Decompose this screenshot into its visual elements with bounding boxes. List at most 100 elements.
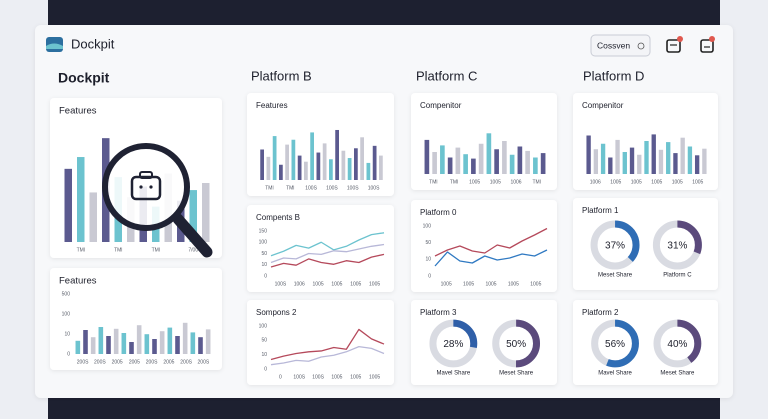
- x-tick-label: 200S: [146, 359, 158, 365]
- line-series: [270, 243, 385, 264]
- bar: [622, 152, 627, 174]
- x-tick-label: 1005: [331, 281, 342, 287]
- x-tick-label: TMl: [152, 247, 160, 253]
- briefcase-handle: [139, 171, 153, 179]
- bar: [615, 139, 620, 174]
- x-tick-label: 100S: [312, 374, 324, 380]
- card-title: Platform 0: [420, 208, 457, 217]
- bar: [167, 327, 173, 354]
- bar: [366, 162, 371, 180]
- x-tick-label: 100S: [326, 185, 338, 191]
- header-button[interactable]: [590, 34, 651, 57]
- x-tick-label: TMl: [77, 247, 85, 253]
- donut-caption: Meset Share: [598, 273, 633, 279]
- line-series: [434, 227, 548, 257]
- inbox-icon[interactable]: [700, 39, 714, 53]
- x-tick-label: 1005: [672, 179, 683, 185]
- card-title: Features: [59, 106, 97, 117]
- x-tick-label: 100S: [293, 374, 305, 380]
- magnifier: [102, 143, 213, 258]
- bar: [266, 156, 271, 180]
- x-tick-label: TMl: [429, 179, 437, 185]
- logo-text: Dockpit: [71, 36, 115, 51]
- bar: [285, 144, 289, 180]
- briefcase-dot: [149, 185, 153, 189]
- bar: [651, 134, 656, 174]
- card-title: Sompons 2: [256, 308, 297, 317]
- x-tick-label: 1005: [530, 281, 541, 287]
- bar: [486, 133, 492, 174]
- y-tick-label: 50: [425, 240, 431, 246]
- bar: [304, 161, 308, 180]
- bar: [64, 168, 72, 242]
- x-tick-label: 1005: [490, 179, 501, 185]
- magnifier-lens: [102, 143, 190, 231]
- column-title: Platform C: [416, 68, 477, 83]
- y-tick-label: 0: [264, 273, 267, 279]
- x-tick-label: 1005: [631, 179, 642, 185]
- bar: [644, 141, 649, 174]
- card: [247, 205, 394, 292]
- bar: [322, 143, 327, 180]
- bar: [354, 148, 358, 180]
- card-title: Platform 2: [582, 308, 619, 317]
- bar: [291, 139, 296, 180]
- donut-arc: [653, 319, 702, 368]
- bar: [310, 132, 314, 180]
- bar: [694, 155, 700, 174]
- bar: [673, 153, 678, 174]
- y-tick-label: 10: [261, 352, 267, 358]
- bar: [121, 333, 127, 354]
- bar: [687, 146, 693, 174]
- y-tick-label: 100: [259, 323, 268, 329]
- donut-value-label: 40%: [667, 339, 687, 350]
- bar: [98, 327, 104, 354]
- y-tick-label: 100: [259, 240, 268, 246]
- bar: [600, 143, 606, 174]
- card-title: Features: [59, 276, 97, 287]
- bar: [455, 147, 461, 174]
- bar: [175, 336, 180, 354]
- briefcase-dot: [139, 185, 143, 189]
- column-title: Dockpit: [58, 70, 110, 86]
- donut-arc: [492, 319, 541, 368]
- y-tick-label: 0: [428, 273, 431, 279]
- bar: [159, 331, 165, 354]
- card-title: Platform 3: [420, 308, 457, 317]
- card-title: Platform 1: [582, 206, 619, 215]
- bar: [440, 145, 445, 174]
- x-tick-label: 1005: [463, 281, 474, 287]
- donut-caption: Meset Share: [499, 370, 534, 376]
- y-tick-label: 0: [264, 366, 267, 372]
- donut-caption: Meset Share: [660, 370, 695, 376]
- card-title: Compenitor: [420, 101, 462, 110]
- bar: [189, 190, 197, 242]
- logo-wave: [46, 43, 63, 49]
- bar: [680, 137, 685, 174]
- bar: [658, 149, 664, 174]
- bar: [77, 157, 85, 242]
- x-tick-label: 1006: [294, 281, 305, 287]
- bar: [509, 154, 515, 174]
- header-button-label[interactable]: Cossven: [597, 40, 630, 50]
- bar: [517, 146, 523, 174]
- y-tick-label: 500: [62, 291, 71, 297]
- y-tick-label: 10: [425, 257, 431, 263]
- bar: [341, 150, 346, 180]
- bar: [75, 340, 81, 354]
- bar: [432, 152, 437, 174]
- bar: [608, 157, 613, 174]
- bar: [297, 155, 302, 180]
- x-tick-label: 200S: [94, 359, 106, 365]
- line-series: [270, 345, 385, 366]
- x-tick-label: 1005: [369, 374, 380, 380]
- bar: [494, 149, 499, 174]
- card: [411, 200, 557, 292]
- bar: [279, 164, 283, 180]
- x-tick-label: 1005: [469, 179, 480, 185]
- chat-icon[interactable]: [666, 39, 681, 53]
- bar: [182, 322, 188, 354]
- donut-value-label: 37%: [605, 241, 625, 252]
- x-tick-label: TMl: [114, 247, 122, 253]
